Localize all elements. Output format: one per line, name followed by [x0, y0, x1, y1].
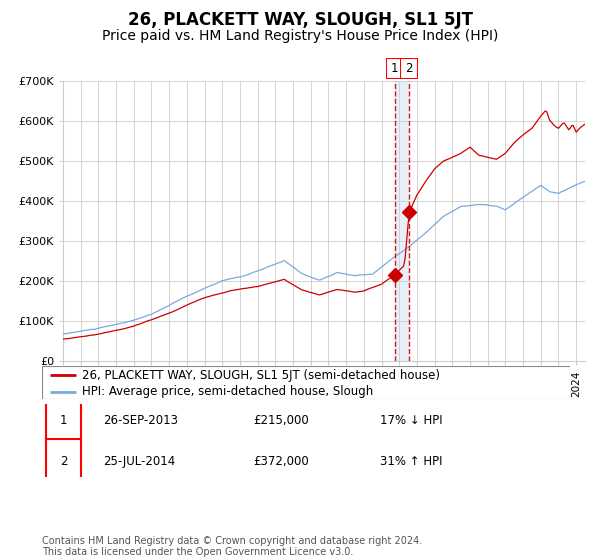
Text: 2: 2 — [406, 62, 413, 75]
Text: 2: 2 — [59, 455, 67, 468]
Text: 1: 1 — [391, 62, 398, 75]
Text: 31% ↑ HPI: 31% ↑ HPI — [380, 455, 442, 468]
Text: Price paid vs. HM Land Registry's House Price Index (HPI): Price paid vs. HM Land Registry's House … — [102, 29, 498, 44]
Text: 26, PLACKETT WAY, SLOUGH, SL1 5JT: 26, PLACKETT WAY, SLOUGH, SL1 5JT — [128, 11, 473, 29]
Text: Contains HM Land Registry data © Crown copyright and database right 2024.
This d: Contains HM Land Registry data © Crown c… — [42, 535, 422, 557]
Text: 17% ↓ HPI: 17% ↓ HPI — [380, 414, 443, 427]
Bar — [395, 81, 409, 361]
Text: £372,000: £372,000 — [253, 455, 309, 468]
Text: HPI: Average price, semi-detached house, Slough: HPI: Average price, semi-detached house,… — [82, 385, 373, 398]
Text: 25-JUL-2014: 25-JUL-2014 — [103, 455, 175, 468]
Text: 26, PLACKETT WAY, SLOUGH, SL1 5JT (semi-detached house): 26, PLACKETT WAY, SLOUGH, SL1 5JT (semi-… — [82, 368, 440, 381]
Bar — [46, 439, 80, 483]
Text: 1: 1 — [59, 414, 67, 427]
Bar — [46, 399, 80, 442]
Text: 26-SEP-2013: 26-SEP-2013 — [103, 414, 178, 427]
Text: £215,000: £215,000 — [253, 414, 309, 427]
